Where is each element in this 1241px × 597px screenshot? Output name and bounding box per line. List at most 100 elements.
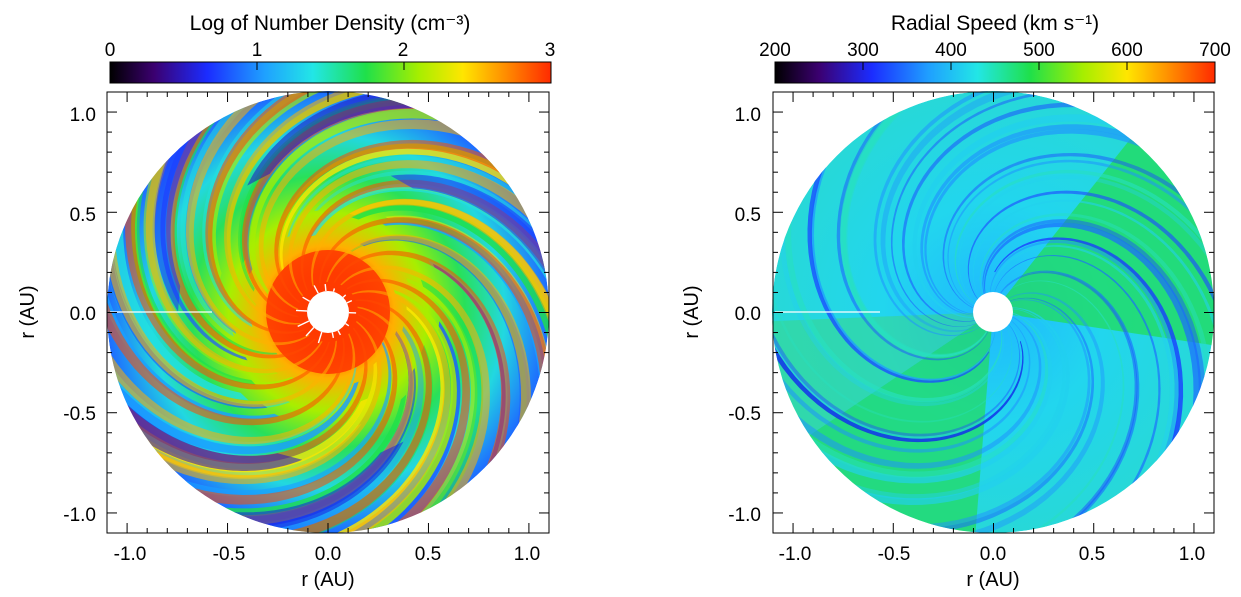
speed-cbar-tick-5: 700 <box>1199 40 1231 61</box>
density-cbar-tick-0: 0 <box>105 40 116 61</box>
speed-ylabel: r (AU) <box>681 285 703 338</box>
speed-spiral-arm <box>972 199 1214 357</box>
density-ytick-0: 1.0 <box>70 105 96 126</box>
density-panel: Log of Number Density (cm⁻³) 0 1 2 3 1.0… <box>17 12 556 591</box>
density-cbar-tick-2: 2 <box>398 40 409 61</box>
speed-spiral-arm <box>939 292 1105 533</box>
speed-cbar-tick-2: 400 <box>935 40 967 61</box>
speed-cbar-tick-1: 300 <box>847 40 879 61</box>
speed-spiral-arm <box>880 91 1049 332</box>
density-ytick-4: -1.0 <box>63 505 96 526</box>
density-xtick-3: 0.5 <box>415 544 441 565</box>
density-colorbar-ticks <box>109 62 552 70</box>
density-spike <box>332 288 336 292</box>
density-edge-arm <box>204 441 404 532</box>
density-core-arm <box>241 98 445 318</box>
speed-spiral-arm <box>902 102 1108 322</box>
speed-cbar-tick-0: 200 <box>759 40 791 61</box>
speed-spiral-arm <box>982 219 1206 425</box>
density-edge-arm <box>154 106 222 312</box>
speed-spiral-arm <box>772 303 1021 437</box>
density-core-arm <box>224 91 394 325</box>
density-inner-hole <box>307 291 349 333</box>
speed-inner-hole <box>973 292 1013 332</box>
density-cbar-tick-1: 1 <box>252 40 263 61</box>
density-spike <box>297 320 310 328</box>
density-spiral-arm <box>202 91 332 328</box>
density-edge-arm <box>390 174 549 301</box>
speed-spiral-arm <box>779 205 1005 407</box>
density-colorbar-title: Log of Number Density (cm⁻³) <box>190 12 471 35</box>
speed-ytick-3: -0.5 <box>728 404 761 425</box>
speed-ytick-2: 0.0 <box>735 304 761 325</box>
density-core-arm <box>211 306 415 526</box>
speed-cbar-tick-3: 500 <box>1023 40 1055 61</box>
speed-colorbar-title: Radial Speed (km s⁻¹) <box>891 12 1099 35</box>
density-spiral-arm <box>340 289 457 533</box>
speed-axis-ticks <box>772 91 1215 534</box>
density-spiral-arm <box>180 91 262 337</box>
speed-cbar-tick-4: 600 <box>1111 40 1143 61</box>
density-spike <box>337 330 342 336</box>
density-spike <box>331 332 335 339</box>
speed-ytick-4: -1.0 <box>728 505 761 526</box>
density-spike <box>305 327 315 337</box>
speed-xtick-1: -0.5 <box>878 544 911 565</box>
density-spiral-arm <box>359 235 530 455</box>
speed-spiral-arm <box>1003 280 1125 533</box>
density-spike <box>324 284 327 292</box>
density-core-arm <box>311 198 549 351</box>
speed-spiral-arm <box>958 175 1214 303</box>
speed-spiral-arm <box>772 262 1013 423</box>
density-spike <box>313 285 319 294</box>
density-core-arm <box>317 290 451 533</box>
speed-ytick-1: 0.5 <box>735 205 761 226</box>
speed-ytick-0: 1.0 <box>735 105 761 126</box>
density-xtick-4: 1.0 <box>514 544 540 565</box>
speed-spiral-arm <box>873 91 1019 336</box>
density-spike <box>295 309 308 312</box>
density-x-ticklabels: -1.0 -0.5 0.0 0.5 1.0 <box>114 544 541 565</box>
speed-xtick-2: 0.0 <box>980 544 1006 565</box>
speed-y-ticklabels: 1.0 0.5 0.0 -0.5 -1.0 <box>728 105 761 526</box>
density-spiral-arm <box>345 321 461 533</box>
density-spiral-arm <box>107 345 357 447</box>
density-spiral-arm <box>107 357 359 455</box>
density-core-arm <box>186 91 310 346</box>
speed-spiral-arm <box>984 222 1202 438</box>
density-spike <box>317 331 323 344</box>
speed-xtick-0: -1.0 <box>779 544 812 565</box>
speed-colorbar-ticklabels: 200 300 400 500 600 700 <box>759 40 1231 61</box>
density-axis-ticks <box>106 91 550 534</box>
density-ylabel: r (AU) <box>17 285 39 338</box>
density-y-ticklabels: 1.0 0.5 0.0 -0.5 -1.0 <box>63 105 96 526</box>
density-inner-spikes <box>295 284 357 344</box>
density-xtick-2: 0.0 <box>315 544 341 565</box>
speed-x-ticklabels: -1.0 -0.5 0.0 0.5 1.0 <box>779 544 1206 565</box>
density-spike <box>302 296 311 303</box>
density-core-arm <box>107 329 356 445</box>
density-edge-arm <box>247 91 444 186</box>
density-core-arm <box>346 278 470 533</box>
density-ytick-2: 0.0 <box>70 304 96 325</box>
speed-colorbar-ticks <box>774 62 1216 70</box>
speed-spiral-arm <box>784 201 1003 403</box>
speed-colorbar <box>774 61 1216 84</box>
density-ytick-1: 0.5 <box>70 205 96 226</box>
speed-xtick-3: 0.5 <box>1079 544 1105 565</box>
speed-panel: Radial Speed (km s⁻¹) 200 300 400 500 60… <box>681 12 1231 591</box>
density-colorbar <box>109 61 552 84</box>
density-core-arm <box>107 220 337 407</box>
density-spiral-arm <box>238 326 424 533</box>
density-core-arm <box>107 273 345 426</box>
density-spike <box>345 323 350 327</box>
speed-xtick-4: 1.0 <box>1179 544 1205 565</box>
density-xtick-1: -0.5 <box>213 544 246 565</box>
density-colorbar-ticklabels: 0 1 2 3 <box>105 40 556 61</box>
speed-xlabel: r (AU) <box>966 569 1019 591</box>
density-edge-arm <box>107 382 303 471</box>
density-core-arm <box>319 217 549 404</box>
density-core-arm <box>262 299 432 533</box>
speed-spiral-arm <box>967 190 1214 331</box>
